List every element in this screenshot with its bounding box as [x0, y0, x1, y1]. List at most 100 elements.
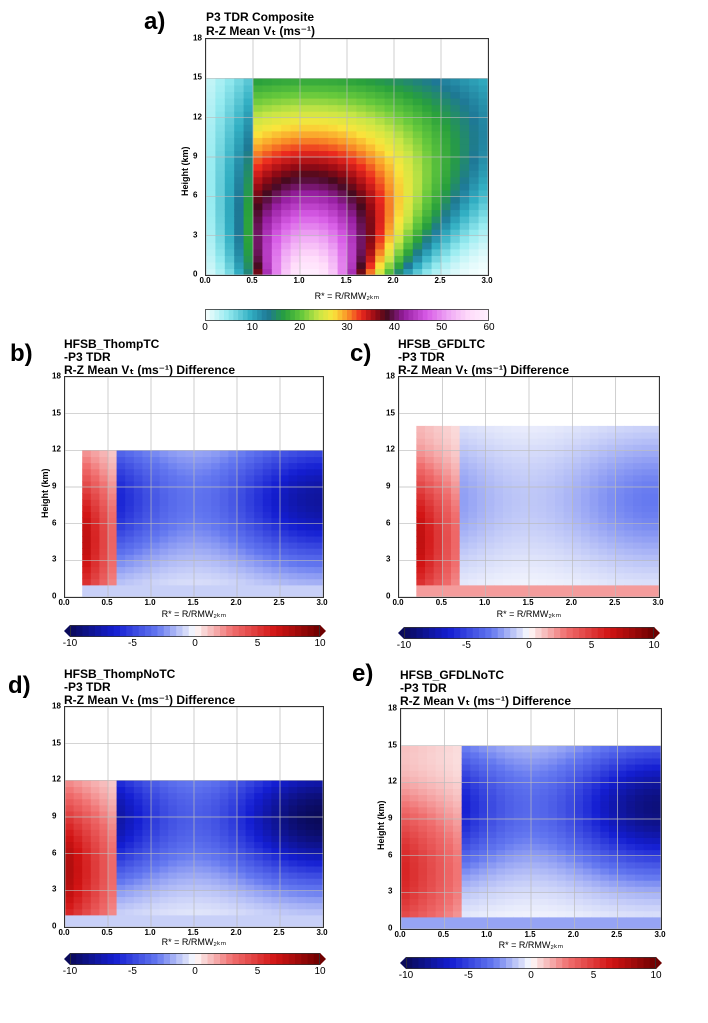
heatmap-cell [441, 150, 451, 158]
heatmap-cell [563, 425, 573, 433]
heatmap-cell [591, 800, 601, 808]
heatmap-cell [347, 78, 357, 86]
heatmap-cell [262, 98, 273, 106]
heatmap-cell [425, 511, 435, 519]
heatmap-cell [598, 425, 608, 433]
heatmap-cell [219, 487, 229, 494]
heatmap-cell [615, 560, 625, 568]
x-tick-label: 0.5 [101, 598, 113, 607]
heatmap-cell [254, 535, 264, 543]
heatmap-cell [652, 770, 661, 777]
heatmap-cell [459, 517, 469, 525]
heatmap-cell [237, 896, 247, 904]
heatmap-cell [90, 590, 100, 597]
heatmap-cell [459, 432, 469, 439]
heatmap-cell [271, 505, 281, 513]
heatmap-cell [253, 229, 263, 237]
heatmap-cell [581, 456, 591, 464]
heatmap-cell [615, 456, 625, 464]
heatmap-cell [159, 908, 169, 916]
heatmap-cell [262, 143, 273, 152]
heatmap-cell [478, 261, 488, 270]
heatmap-cell [194, 523, 204, 531]
heatmap-cell [254, 462, 264, 470]
heatmap-cell [318, 268, 329, 275]
heatmap-cell [635, 782, 645, 790]
heatmap-cell [401, 782, 411, 790]
heatmap-cell [254, 829, 264, 836]
heatmap-cell [271, 914, 281, 922]
heatmap-cell [546, 548, 556, 555]
heatmap-cell [133, 872, 143, 879]
heatmap-cell [262, 468, 272, 476]
heatmap-cell [365, 222, 376, 230]
heatmap-cell [290, 176, 301, 184]
heatmap-cell [600, 751, 610, 759]
heatmap-cell [228, 841, 238, 849]
heatmap-cell [442, 493, 452, 500]
y-tick-label: 15 [52, 738, 61, 748]
heatmap-cell [151, 908, 161, 916]
heatmap-cell [133, 505, 143, 513]
heatmap-cell [479, 843, 489, 851]
heatmap-cell [300, 104, 310, 112]
heatmap-cell [151, 523, 161, 531]
heatmap-cell [433, 432, 443, 439]
heatmap-cell [607, 523, 617, 531]
heatmap-cell [202, 542, 212, 549]
heatmap-cell [215, 124, 226, 132]
heatmap-cell [290, 209, 301, 217]
heatmap-cell [280, 462, 290, 470]
heatmap-cell [314, 535, 323, 543]
heatmap-cell [168, 554, 178, 561]
heatmap-cell [511, 444, 521, 451]
heatmap-cell [503, 572, 513, 580]
heatmap-cell [529, 438, 539, 445]
heatmap-cell [403, 183, 414, 191]
heatmap-cell [505, 770, 515, 777]
heatmap-cell [485, 462, 495, 470]
heatmap-cell [505, 855, 515, 863]
heatmap-cell [513, 831, 523, 838]
heatmap-cell [401, 898, 411, 906]
heatmap-cell [487, 910, 497, 918]
heatmap-cell [487, 776, 497, 783]
heatmap-cell [90, 841, 100, 849]
heatmap-cell [99, 859, 109, 867]
colorbar-segment [157, 953, 165, 965]
heatmap-cell [211, 817, 221, 824]
colorbar-segment [163, 953, 171, 965]
heatmap-cell [563, 572, 573, 580]
heatmap-cell [271, 859, 281, 867]
heatmap-cell [435, 861, 445, 869]
x-tick-label: 0.5 [435, 598, 447, 607]
heatmap-cell [262, 554, 272, 561]
heatmap-cell [271, 216, 282, 224]
heatmap-cell [615, 493, 625, 500]
heatmap-cell [219, 817, 229, 824]
heatmap-cell [600, 874, 610, 881]
heatmap-cell [496, 855, 506, 863]
heatmap-cell [185, 517, 195, 525]
heatmap-cell [394, 104, 404, 112]
heatmap-cell [442, 505, 452, 513]
heatmap-cell [211, 572, 221, 580]
heatmap-cell [442, 554, 452, 561]
heatmap-cell [224, 104, 235, 112]
heatmap-cell [589, 511, 599, 519]
heatmap-cell [487, 837, 497, 845]
heatmap-cell [450, 202, 461, 211]
heatmap-cell [624, 444, 634, 451]
heatmap-cell [459, 209, 470, 217]
heatmap-cell [219, 590, 229, 597]
heatmap-cell [394, 170, 404, 178]
heatmap-cell [375, 235, 386, 243]
heatmap-cell [650, 474, 659, 482]
heatmap-cell [431, 170, 442, 178]
heatmap-cell [412, 84, 423, 93]
heatmap-cell [412, 111, 423, 119]
heatmap-cell [280, 511, 290, 519]
heatmap-cell [297, 865, 307, 873]
heatmap-cell [529, 578, 539, 586]
heatmap-cell [461, 788, 471, 796]
